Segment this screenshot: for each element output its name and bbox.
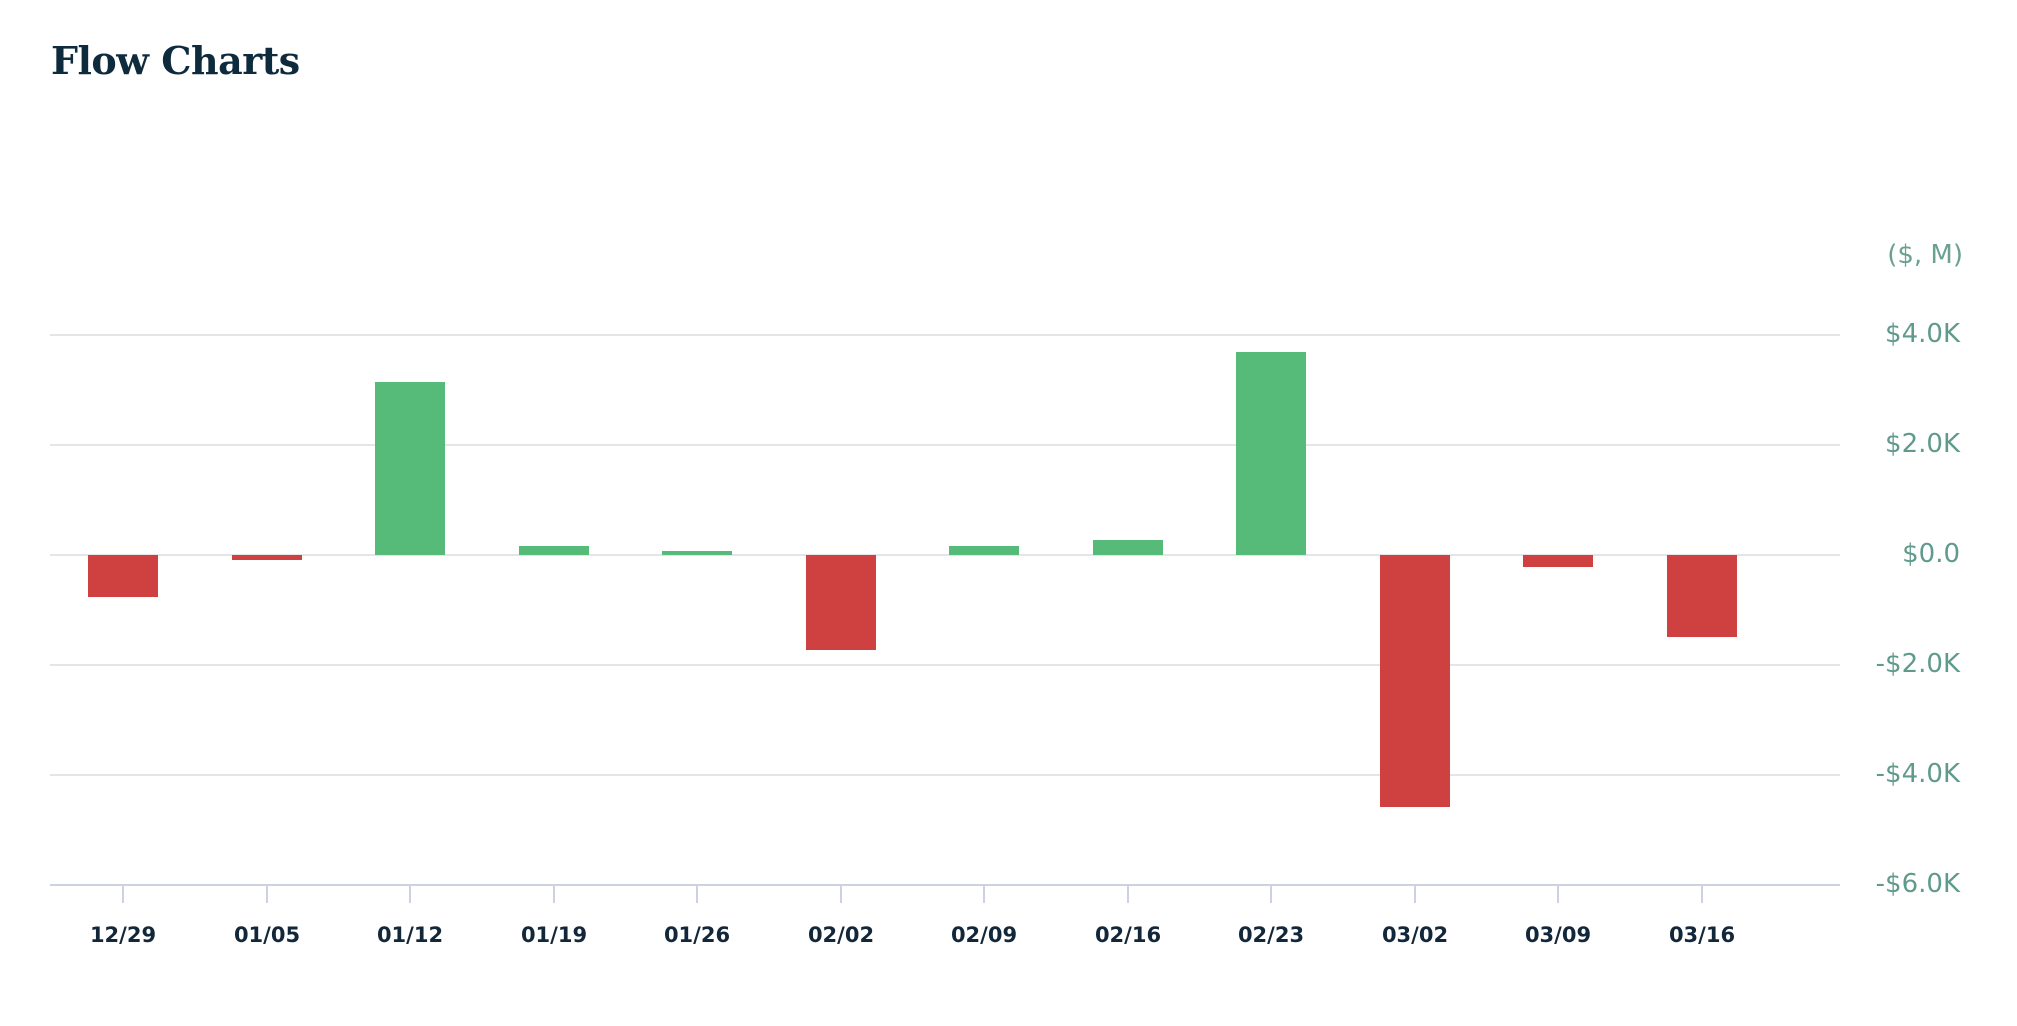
x-tick-label: 03/16 xyxy=(1668,923,1736,947)
x-tick xyxy=(1127,885,1129,903)
x-tick-label: 01/26 xyxy=(663,923,731,947)
x-tick xyxy=(553,885,555,903)
x-tick xyxy=(1701,885,1703,903)
y-tick-label: -$6.0K xyxy=(1875,869,1960,899)
x-tick-label: 01/19 xyxy=(520,923,588,947)
bar-negative[interactable] xyxy=(1523,555,1593,567)
x-tick-label: 03/02 xyxy=(1381,923,1449,947)
gridline xyxy=(50,334,1840,336)
bar-positive[interactable] xyxy=(1236,352,1306,555)
y-tick-label: $4.0K xyxy=(1885,319,1960,349)
bar-negative[interactable] xyxy=(1380,555,1450,807)
x-tick-label: 01/12 xyxy=(376,923,444,947)
gridline xyxy=(50,554,1840,556)
y-axis-unit-label: ($, M) xyxy=(1887,240,1963,270)
bar-negative[interactable] xyxy=(1667,555,1737,637)
y-tick-label: $2.0K xyxy=(1885,429,1960,459)
bar-positive[interactable] xyxy=(519,546,589,555)
x-tick xyxy=(983,885,985,903)
x-tick-label: 02/09 xyxy=(950,923,1018,947)
y-tick-label: -$4.0K xyxy=(1875,759,1960,789)
x-tick xyxy=(122,885,124,903)
y-tick-label: $0.0 xyxy=(1902,539,1960,569)
bar-negative[interactable] xyxy=(806,555,876,650)
x-tick xyxy=(1557,885,1559,903)
bar-positive[interactable] xyxy=(375,382,445,555)
gridline xyxy=(50,444,1840,446)
gridline xyxy=(50,774,1840,776)
bar-positive[interactable] xyxy=(1093,540,1163,555)
x-tick xyxy=(409,885,411,903)
x-tick-label: 01/05 xyxy=(233,923,301,947)
x-tick-label: 02/16 xyxy=(1094,923,1162,947)
x-tick-label: 03/09 xyxy=(1524,923,1592,947)
x-axis-line xyxy=(50,884,1840,886)
x-tick-label: 02/23 xyxy=(1237,923,1305,947)
x-tick-label: 12/29 xyxy=(89,923,157,947)
x-tick-label: 02/02 xyxy=(807,923,875,947)
x-tick xyxy=(1270,885,1272,903)
bar-negative[interactable] xyxy=(88,555,158,597)
bar-positive[interactable] xyxy=(662,551,732,555)
x-tick xyxy=(840,885,842,903)
bar-negative[interactable] xyxy=(232,555,302,560)
bar-positive[interactable] xyxy=(949,546,1019,555)
x-tick xyxy=(696,885,698,903)
y-tick-label: -$2.0K xyxy=(1875,649,1960,679)
page-title: Flow Charts xyxy=(51,38,300,83)
gridline xyxy=(50,664,1840,666)
x-tick xyxy=(266,885,268,903)
x-tick xyxy=(1414,885,1416,903)
